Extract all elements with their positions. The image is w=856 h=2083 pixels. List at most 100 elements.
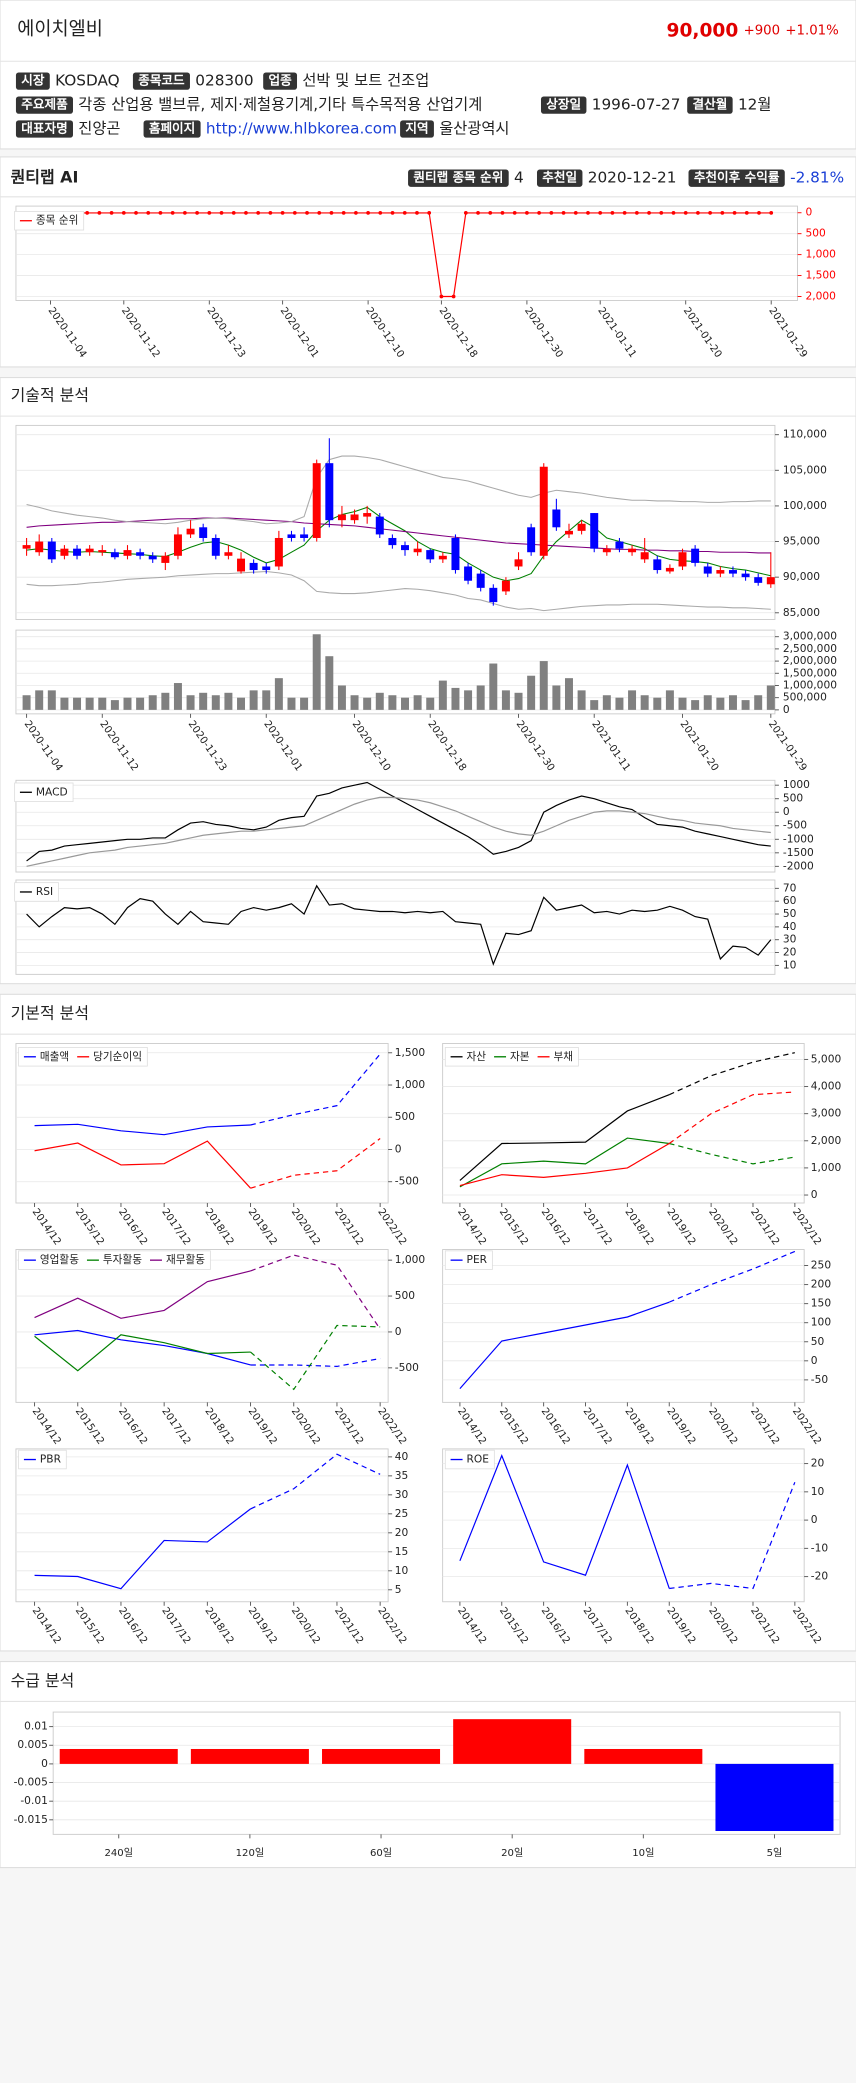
legend-box — [14, 782, 74, 802]
ai-value: -2.81% — [790, 169, 844, 187]
section-title: 기술적 분석 — [11, 386, 89, 405]
line-series — [669, 1052, 795, 1096]
line-series — [26, 884, 772, 966]
line-series — [26, 781, 771, 862]
legend-label: 자본 — [510, 1050, 530, 1063]
bar — [703, 695, 712, 710]
badge-label: 홈페이지 — [149, 121, 195, 136]
bar — [426, 697, 435, 710]
bar — [766, 685, 775, 710]
candle-body — [312, 463, 321, 538]
section-title: 기본적 분석 — [11, 1004, 89, 1023]
badge-label: 업종 — [268, 73, 292, 88]
candle-body — [60, 548, 69, 556]
badge — [143, 120, 201, 138]
y-tick-label: 95,000 — [783, 535, 820, 548]
candle-body — [514, 559, 523, 567]
candle-body — [489, 587, 498, 603]
candle-body — [464, 566, 473, 581]
y-tick-label: 50 — [783, 907, 797, 920]
candle-body — [73, 548, 82, 556]
legend-label: PBR — [40, 1453, 62, 1466]
badge — [408, 169, 509, 187]
line-series — [34, 1270, 251, 1319]
point — [354, 211, 358, 215]
point — [256, 211, 261, 215]
bar — [47, 690, 56, 710]
candle-body — [262, 566, 271, 571]
candle-body — [350, 514, 359, 521]
y-tick-label: -500 — [395, 1361, 419, 1374]
bar — [325, 656, 334, 710]
y-tick-label: 200 — [811, 1278, 832, 1291]
stock-name: 에이치엘비 — [17, 19, 103, 40]
candle-body — [148, 555, 157, 560]
point — [390, 211, 395, 215]
point — [586, 211, 590, 215]
line-series — [26, 796, 771, 867]
bar — [577, 690, 586, 710]
badge-label: 상장일 — [546, 97, 581, 112]
badge-label: 추천일 — [542, 170, 577, 185]
plot-frame — [442, 1043, 805, 1204]
y-tick-label: 1,000 — [395, 1078, 426, 1091]
y-tick-label: -50 — [811, 1373, 829, 1386]
line-series — [459, 1094, 670, 1181]
candle-body — [325, 463, 334, 521]
badge — [263, 72, 298, 90]
candle-body — [728, 570, 737, 574]
point — [696, 211, 700, 215]
bar — [584, 1748, 703, 1764]
y-tick-label: -0.005 — [14, 1776, 48, 1789]
legend-box — [14, 211, 85, 231]
bar — [59, 1748, 178, 1764]
candle-body — [224, 552, 233, 556]
badge — [400, 120, 434, 138]
badge-label: 시장 — [21, 73, 45, 88]
bar — [527, 675, 536, 710]
bar — [401, 697, 409, 710]
y-tick-label: 4,000 — [811, 1080, 842, 1093]
candle-body — [287, 534, 296, 538]
x-tick-label: 60일 — [370, 1847, 392, 1859]
y-tick-label: 1000 — [783, 778, 810, 791]
bar — [691, 700, 700, 710]
y-tick-label: 3,000 — [811, 1107, 842, 1120]
badge — [15, 72, 50, 90]
y-tick-label: 0.01 — [24, 1720, 48, 1733]
y-tick-label: 10 — [395, 1564, 409, 1577]
point — [622, 211, 627, 215]
y-tick-label: 30 — [395, 1488, 409, 1501]
bar — [363, 697, 372, 710]
candle-body — [98, 550, 107, 553]
bar — [602, 695, 611, 710]
bar — [514, 692, 523, 710]
y-tick-label: 70 — [783, 881, 797, 894]
candle-body — [766, 577, 775, 585]
y-tick-label: 500,000 — [783, 691, 827, 704]
legend-label: 당기순이익 — [93, 1050, 142, 1063]
y-tick-label: 1,500 — [395, 1046, 426, 1059]
bar — [413, 695, 422, 710]
bar — [337, 685, 346, 710]
candle-body — [628, 548, 637, 553]
bar — [665, 690, 674, 710]
line-series — [250, 1138, 381, 1189]
point — [647, 211, 651, 215]
point — [671, 211, 676, 215]
bar — [438, 680, 447, 710]
bar — [186, 695, 195, 710]
point — [757, 211, 761, 215]
bar — [501, 690, 510, 710]
line-series — [669, 1250, 796, 1303]
point — [158, 211, 163, 215]
bar — [741, 700, 750, 710]
y-tick-label: 20 — [395, 1526, 409, 1539]
point — [451, 294, 456, 299]
legend-label: 매출액 — [40, 1050, 69, 1063]
badge — [688, 169, 785, 187]
candle-body — [640, 552, 649, 560]
legend-box — [444, 1047, 579, 1067]
ai-value: 4 — [514, 169, 524, 187]
homepage-link[interactable]: http://www.hlbkorea.com — [206, 120, 397, 138]
